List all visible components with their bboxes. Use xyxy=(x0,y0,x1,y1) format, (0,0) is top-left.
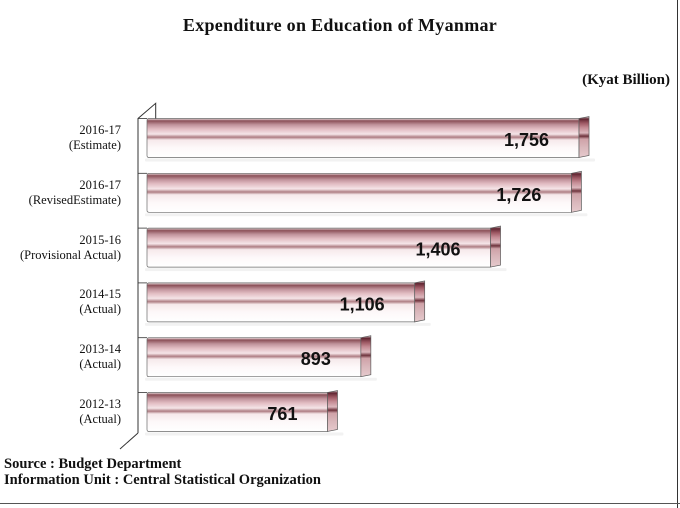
svg-text:1,406: 1,406 xyxy=(415,240,460,260)
svg-text:893: 893 xyxy=(301,349,331,369)
svg-text:1,756: 1,756 xyxy=(504,130,549,150)
svg-text:1,726: 1,726 xyxy=(496,185,541,205)
svg-text:1,106: 1,106 xyxy=(340,294,385,314)
svg-text:761: 761 xyxy=(267,404,297,424)
